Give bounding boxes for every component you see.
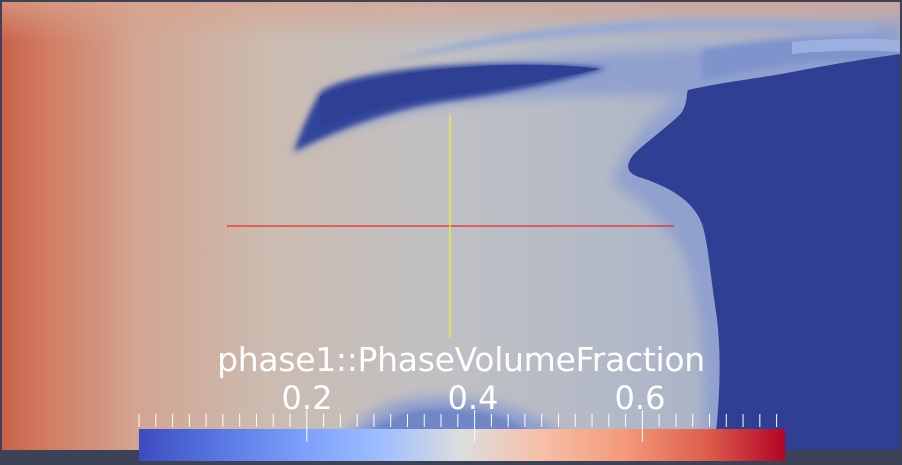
scalar-bar-gradient [139, 429, 785, 461]
scalar-bar-tick-label-0: 0.2 [281, 379, 333, 417]
right-dark-region [628, 54, 900, 450]
volume-fraction-render[interactable] [2, 2, 900, 450]
field-render-svg [2, 2, 900, 450]
scalar-bar-ticks [138, 410, 778, 442]
scalar-bar-tick-label-2: 0.6 [614, 379, 666, 417]
upper-dark-core [320, 64, 600, 127]
scalar-bar-title: phase1::PhaseVolumeFraction [217, 340, 705, 379]
top-right-highlight [792, 38, 900, 54]
scalar-bar-tick-label-1: 0.4 [447, 379, 499, 417]
upper-streak [382, 19, 882, 64]
